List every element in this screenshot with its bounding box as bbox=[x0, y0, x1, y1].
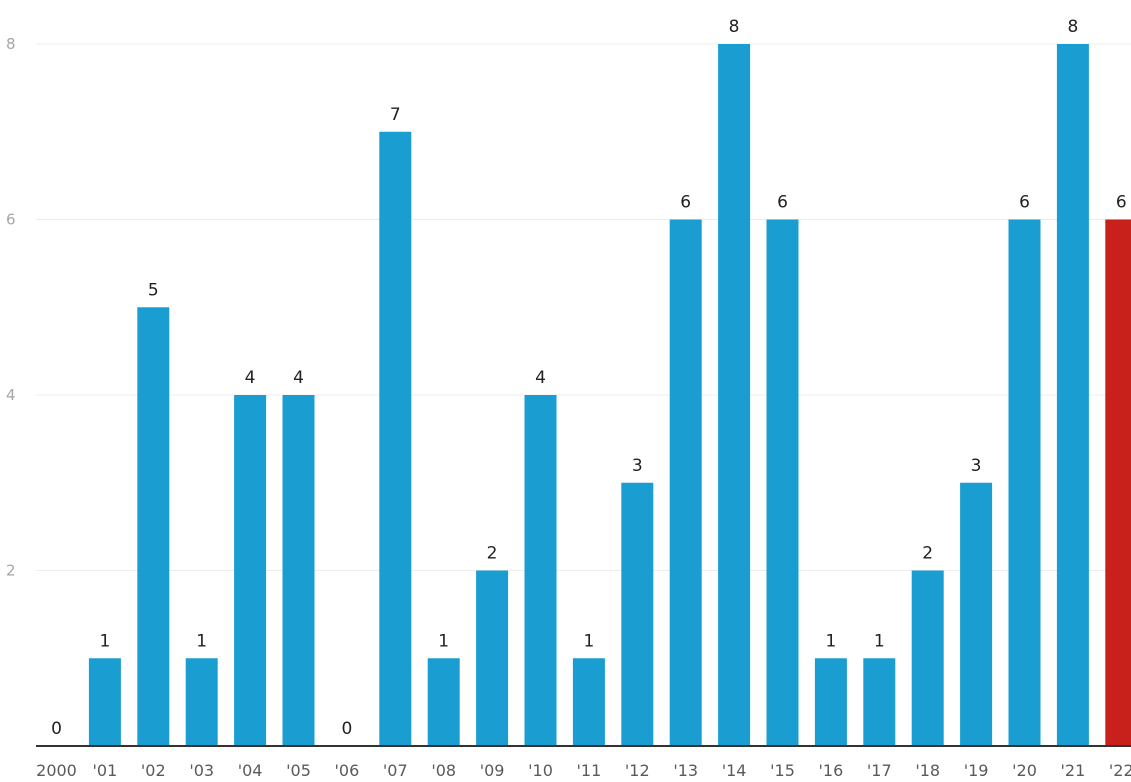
data-label: 6 bbox=[777, 193, 788, 213]
bar bbox=[1056, 44, 1089, 746]
x-tick-label: '17 bbox=[867, 761, 892, 780]
bar bbox=[282, 395, 315, 746]
data-label: 4 bbox=[535, 368, 546, 388]
data-label: 2 bbox=[922, 544, 933, 564]
x-tick-label: '12 bbox=[625, 761, 650, 780]
data-label: 4 bbox=[245, 368, 256, 388]
x-tick-label: '01 bbox=[93, 761, 118, 780]
bar bbox=[524, 395, 557, 746]
x-tick-label: '04 bbox=[238, 761, 263, 780]
data-label: 1 bbox=[196, 631, 207, 651]
bar bbox=[911, 570, 944, 746]
x-tick-label: '13 bbox=[673, 761, 698, 780]
bar bbox=[863, 658, 896, 746]
y-tick-label: 8 bbox=[6, 35, 16, 53]
data-label: 1 bbox=[583, 631, 594, 651]
bar bbox=[1105, 219, 1131, 746]
x-tick-label: '05 bbox=[286, 761, 311, 780]
data-label: 1 bbox=[99, 631, 110, 651]
x-tick-label: '07 bbox=[383, 761, 408, 780]
bar bbox=[669, 219, 702, 746]
data-label: 0 bbox=[341, 719, 352, 739]
x-tick-label: 2000 bbox=[36, 761, 77, 780]
x-tick-label: '11 bbox=[577, 761, 602, 780]
data-label: 3 bbox=[971, 456, 982, 476]
data-label: 1 bbox=[874, 631, 885, 651]
data-label: 8 bbox=[729, 17, 740, 37]
data-label: 5 bbox=[148, 280, 159, 300]
x-tick-label: '09 bbox=[480, 761, 505, 780]
x-tick-label: '02 bbox=[141, 761, 166, 780]
x-tick-label: '14 bbox=[722, 761, 747, 780]
bar bbox=[718, 44, 751, 746]
bar bbox=[621, 482, 654, 746]
data-label: 6 bbox=[1116, 193, 1127, 213]
bar bbox=[814, 658, 847, 746]
data-label: 4 bbox=[293, 368, 304, 388]
x-tick-label: '16 bbox=[819, 761, 844, 780]
data-label: 8 bbox=[1067, 17, 1078, 37]
bar bbox=[379, 131, 412, 746]
bar bbox=[572, 658, 605, 746]
bar bbox=[1008, 219, 1041, 746]
data-label: 2 bbox=[487, 544, 498, 564]
x-tick-label: '21 bbox=[1061, 761, 1086, 780]
x-tick-label: '15 bbox=[770, 761, 795, 780]
bar bbox=[766, 219, 799, 746]
x-tick-label: '20 bbox=[1012, 761, 1037, 780]
y-tick-label: 2 bbox=[6, 562, 16, 580]
data-label: 7 bbox=[390, 105, 401, 125]
y-tick-label: 6 bbox=[6, 211, 16, 229]
x-tick-label: '06 bbox=[335, 761, 360, 780]
bar bbox=[960, 482, 993, 746]
data-label: 1 bbox=[438, 631, 449, 651]
x-tick-label: '08 bbox=[431, 761, 456, 780]
data-label: 6 bbox=[1019, 193, 1030, 213]
bar bbox=[88, 658, 121, 746]
data-label: 1 bbox=[825, 631, 836, 651]
bar bbox=[234, 395, 267, 746]
x-tick-label: '18 bbox=[915, 761, 940, 780]
data-label: 3 bbox=[632, 456, 643, 476]
bar bbox=[185, 658, 218, 746]
bar bbox=[137, 307, 170, 746]
bar bbox=[476, 570, 509, 746]
x-tick-label: '22 bbox=[1109, 761, 1131, 780]
x-tick-label: '03 bbox=[189, 761, 214, 780]
data-label: 6 bbox=[680, 193, 691, 213]
data-label: 0 bbox=[51, 719, 62, 739]
bar bbox=[427, 658, 460, 746]
y-tick-label: 4 bbox=[6, 386, 16, 404]
x-tick-label: '19 bbox=[964, 761, 989, 780]
x-tick-label: '10 bbox=[528, 761, 553, 780]
